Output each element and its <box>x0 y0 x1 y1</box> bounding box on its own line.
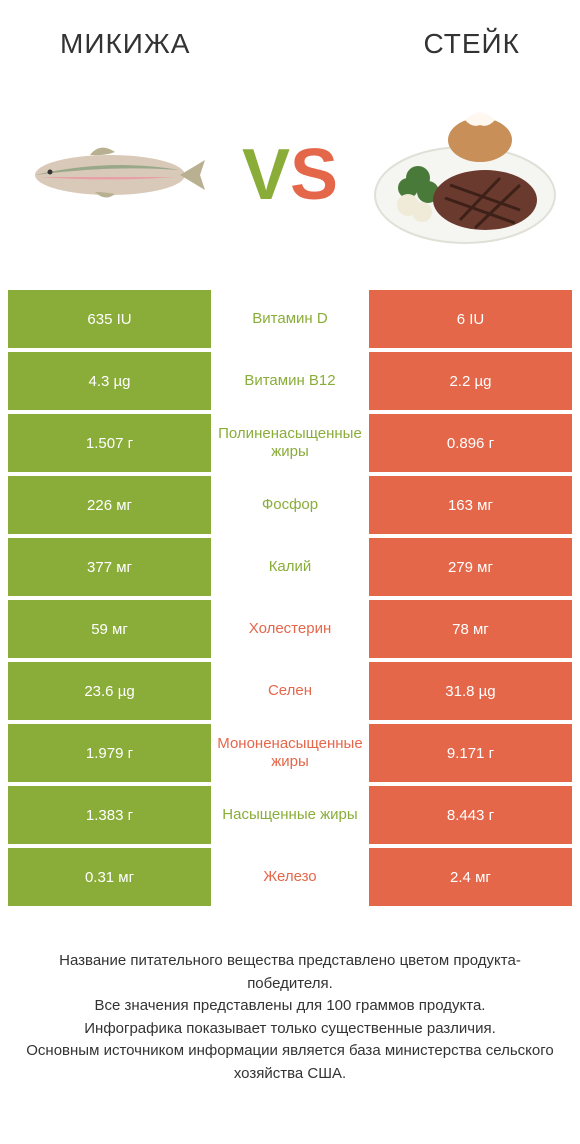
left-value: 59 мг <box>8 600 211 658</box>
vs-v: V <box>242 135 290 215</box>
table-row: 1.979 гМононенасыщенные жиры9.171 г <box>8 724 572 782</box>
nutrient-label: Витамин B12 <box>211 352 369 410</box>
table-row: 23.6 µgСелен31.8 µg <box>8 662 572 720</box>
left-value: 377 мг <box>8 538 211 596</box>
footer-line: Название питательного вещества представл… <box>20 950 560 995</box>
footer-line: Инфографика показывает только существенн… <box>20 1018 560 1041</box>
right-value: 31.8 µg <box>369 662 572 720</box>
steak-plate-icon <box>370 100 560 250</box>
table-row: 377 мгКалий279 мг <box>8 538 572 596</box>
nutrient-label: Калий <box>211 538 369 596</box>
right-value: 163 мг <box>369 476 572 534</box>
table-row: 1.507 гПолиненасыщенные жиры0.896 г <box>8 414 572 472</box>
footer-line: Основным источником информации является … <box>20 1040 560 1085</box>
nutrient-label: Витамин D <box>211 290 369 348</box>
fish-icon <box>20 130 210 220</box>
table-row: 1.383 гНасыщенные жиры8.443 г <box>8 786 572 844</box>
right-value: 9.171 г <box>369 724 572 782</box>
left-value: 226 мг <box>8 476 211 534</box>
left-value: 1.507 г <box>8 414 211 472</box>
right-value: 2.4 мг <box>369 848 572 906</box>
vs-label: VS <box>242 139 338 211</box>
nutrient-label: Фосфор <box>211 476 369 534</box>
images-row: VS <box>0 70 580 290</box>
left-food-title: МИКИЖА <box>60 28 190 60</box>
table-row: 59 мгХолестерин78 мг <box>8 600 572 658</box>
nutrient-label: Мононенасыщенные жиры <box>211 724 369 782</box>
nutrient-label: Полиненасыщенные жиры <box>211 414 369 472</box>
table-row: 635 IUВитамин D6 IU <box>8 290 572 348</box>
left-value: 1.979 г <box>8 724 211 782</box>
left-value: 635 IU <box>8 290 211 348</box>
vs-s: S <box>290 135 338 215</box>
right-food-image <box>370 95 560 255</box>
table-row: 226 мгФосфор163 мг <box>8 476 572 534</box>
nutrient-label: Железо <box>211 848 369 906</box>
left-value: 1.383 г <box>8 786 211 844</box>
right-value: 2.2 µg <box>369 352 572 410</box>
left-food-image <box>20 95 210 255</box>
left-value: 23.6 µg <box>8 662 211 720</box>
table-row: 0.31 мгЖелезо2.4 мг <box>8 848 572 906</box>
right-value: 8.443 г <box>369 786 572 844</box>
right-value: 279 мг <box>369 538 572 596</box>
left-value: 0.31 мг <box>8 848 211 906</box>
left-value: 4.3 µg <box>8 352 211 410</box>
footer-line: Все значения представлены для 100 граммо… <box>20 995 560 1018</box>
right-value: 6 IU <box>369 290 572 348</box>
table-row: 4.3 µgВитамин B122.2 µg <box>8 352 572 410</box>
comparison-table: 635 IUВитамин D6 IU4.3 µgВитамин B122.2 … <box>0 290 580 906</box>
nutrient-label: Насыщенные жиры <box>211 786 369 844</box>
nutrient-label: Холестерин <box>211 600 369 658</box>
right-value: 0.896 г <box>369 414 572 472</box>
nutrient-label: Селен <box>211 662 369 720</box>
right-value: 78 мг <box>369 600 572 658</box>
right-food-title: СТЕЙК <box>423 28 520 60</box>
header: МИКИЖА СТЕЙК <box>0 0 580 70</box>
footer-notes: Название питательного вещества представл… <box>0 910 580 1085</box>
